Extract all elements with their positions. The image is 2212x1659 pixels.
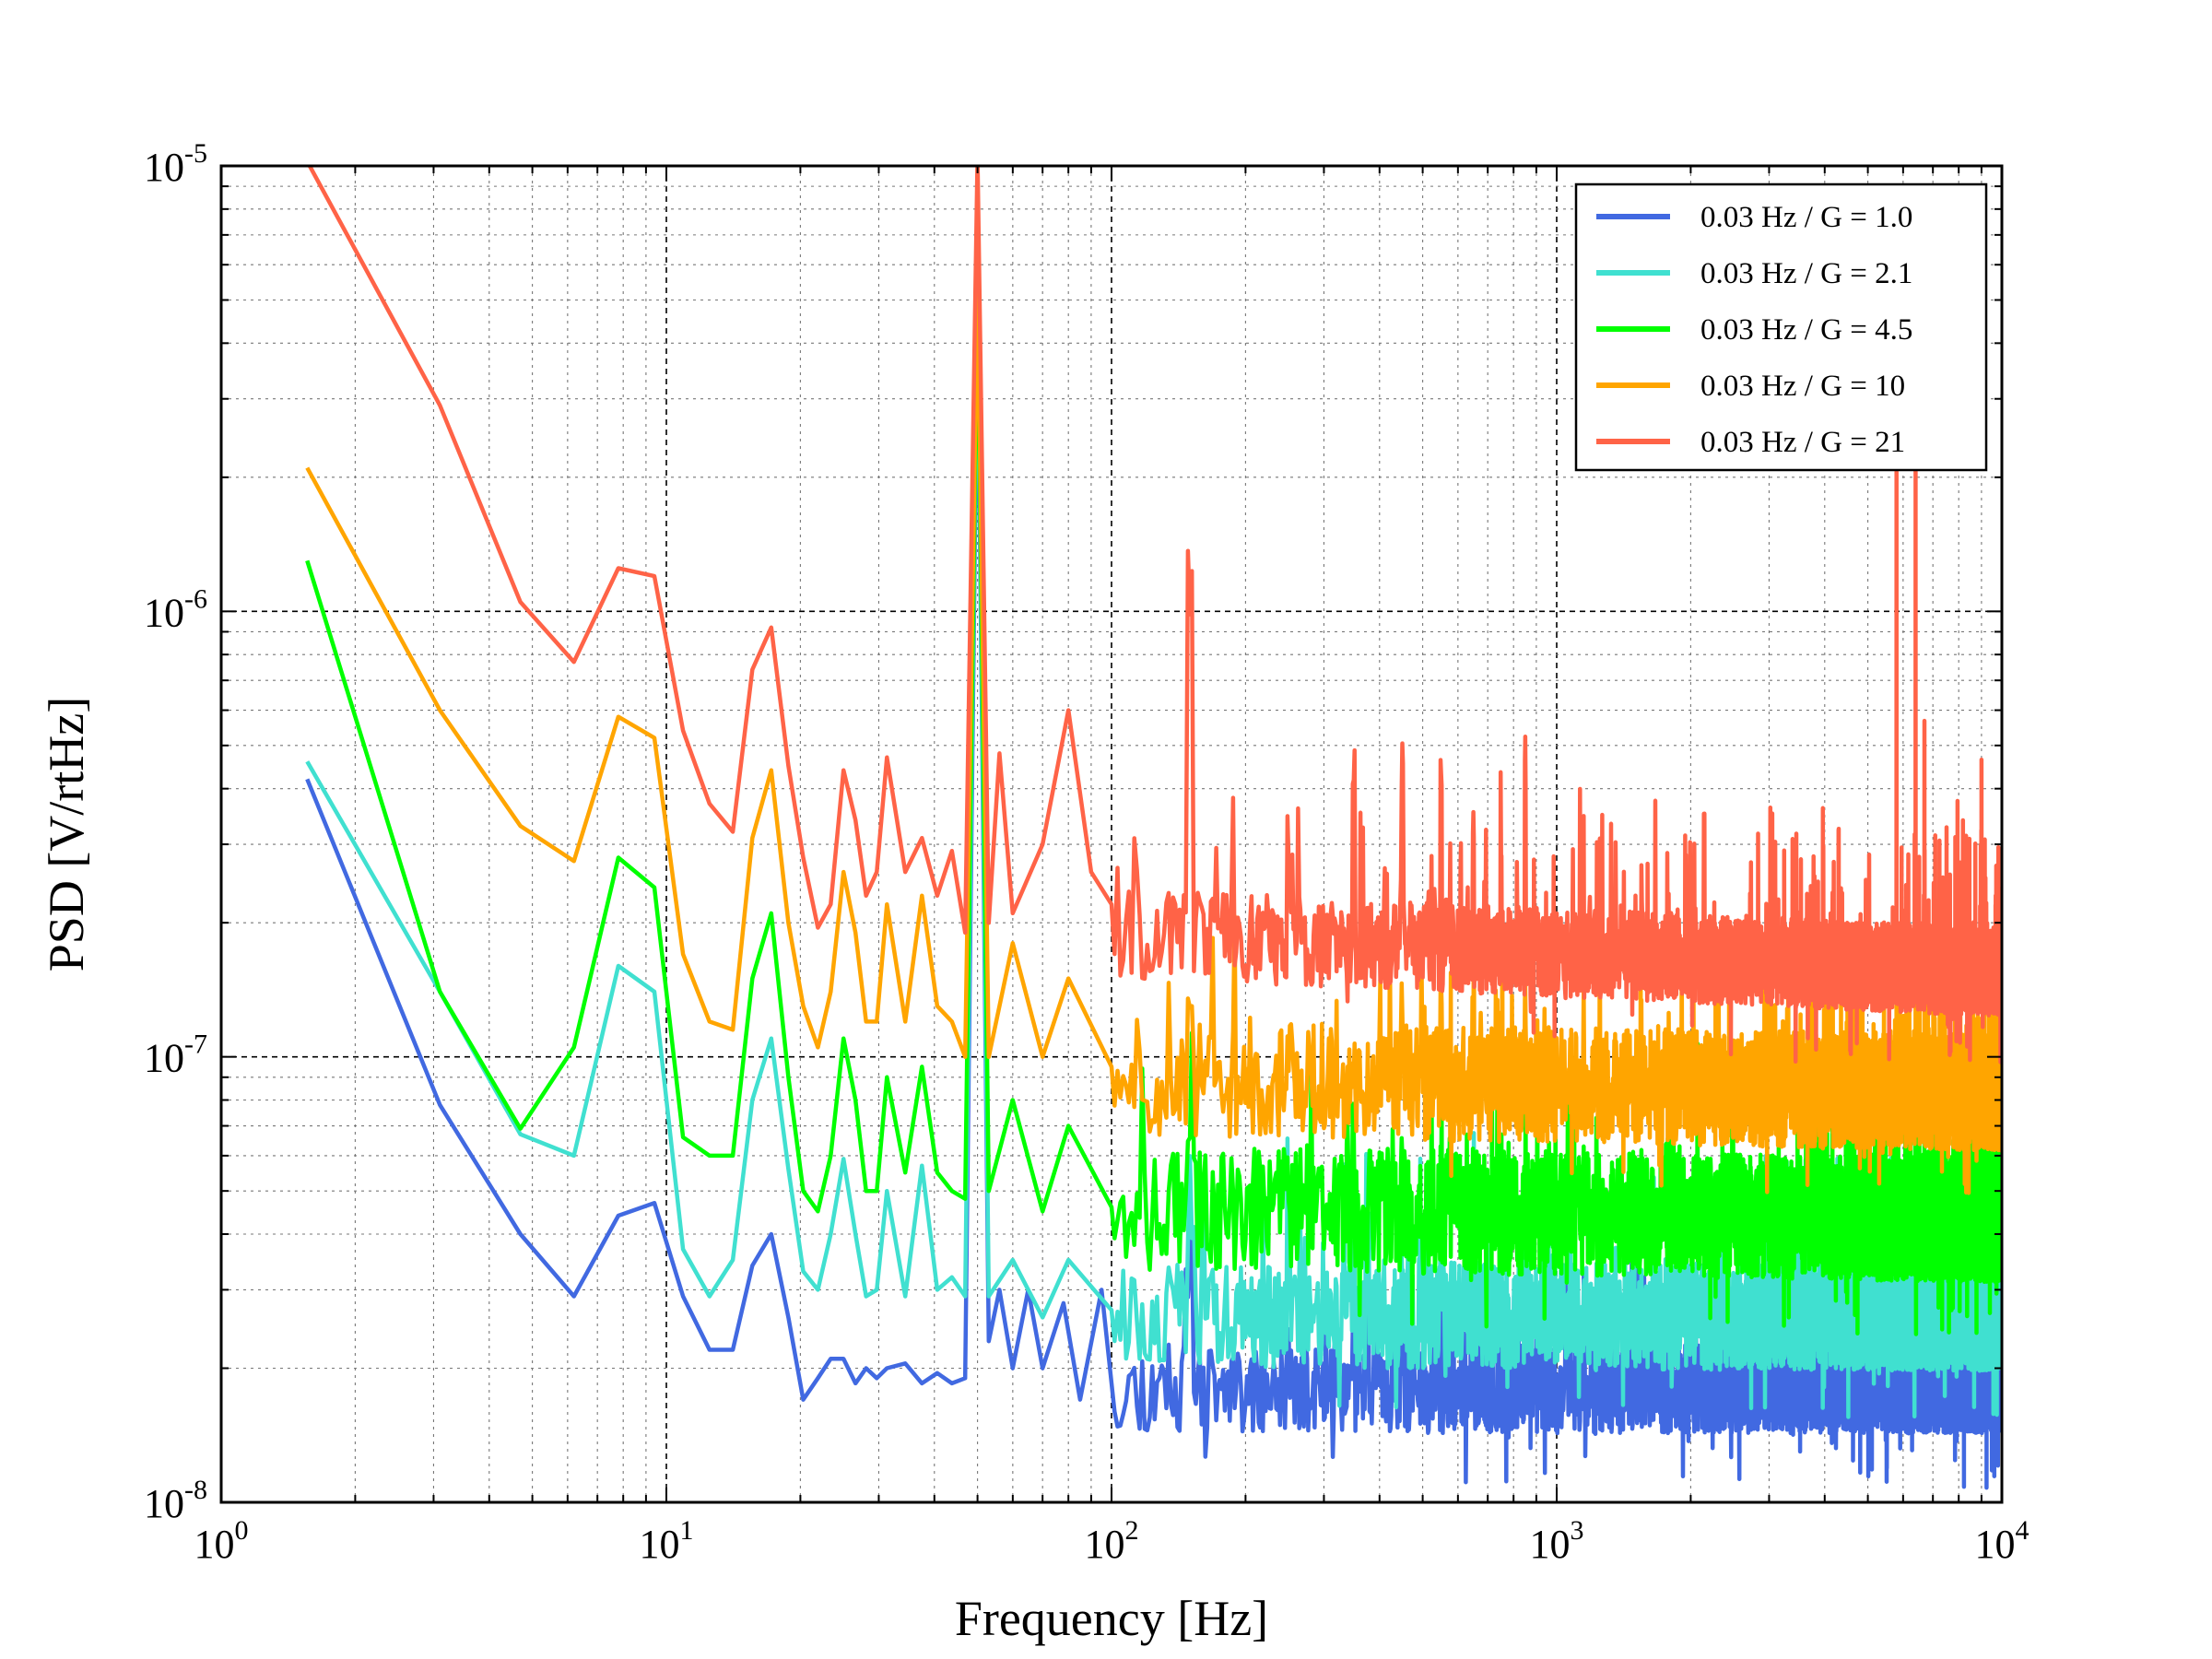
y-tick-label: 10-8 [144,1475,207,1526]
legend-label: 0.03 Hz / G = 10 [1700,370,1905,403]
y-axis-label: PSD [V/rtHz] [39,697,94,971]
y-tick-exponent: -5 [184,138,207,169]
x-tick-label: 104 [1975,1515,2030,1567]
series-group [305,166,2002,1490]
x-tick-exponent: 4 [2016,1515,2030,1546]
x-tick-label: 102 [1085,1515,1139,1567]
x-tick-exponent: 0 [235,1515,249,1546]
x-tick-base: 10 [194,1522,235,1567]
y-tick-base: 10 [144,590,184,635]
x-tick-base: 10 [1530,1522,1571,1567]
y-tick-label: 10-6 [144,583,207,635]
y-tick-base: 10 [144,145,184,190]
x-tick-exponent: 2 [1125,1515,1139,1546]
series-line [307,166,2002,1065]
x-tick-base: 10 [1975,1522,2016,1567]
x-tick-base: 10 [640,1522,680,1567]
y-tick-exponent: -7 [184,1030,207,1060]
series-line [305,287,2002,1419]
y-tick-label: 10-5 [144,138,207,190]
x-tick-base: 10 [1085,1522,1125,1567]
y-tick-label: 10-7 [144,1030,207,1081]
y-tick-base: 10 [144,1036,184,1081]
legend-label: 0.03 Hz / G = 2.1 [1700,257,1912,290]
x-tick-exponent: 3 [1571,1515,1584,1546]
x-tick-label: 100 [194,1515,249,1567]
series-line [305,279,2002,1195]
x-axis-label: Frequency [Hz] [955,1591,1268,1646]
legend-label: 0.03 Hz / G = 4.5 [1700,313,1912,347]
legend: 0.03 Hz / G = 1.0 0.03 Hz / G = 2.1 0.03 H… [1574,182,1988,472]
x-tick-label: 103 [1530,1515,1584,1567]
y-tick-exponent: -8 [184,1475,207,1505]
x-tick-exponent: 1 [680,1515,694,1546]
legend-label: 0.03 Hz / G = 21 [1700,426,1905,459]
x-tick-label: 101 [640,1515,694,1567]
legend-label: 0.03 Hz / G = 1.0 [1700,201,1912,234]
y-tick-exponent: -6 [184,583,207,614]
y-tick-base: 10 [144,1481,184,1526]
